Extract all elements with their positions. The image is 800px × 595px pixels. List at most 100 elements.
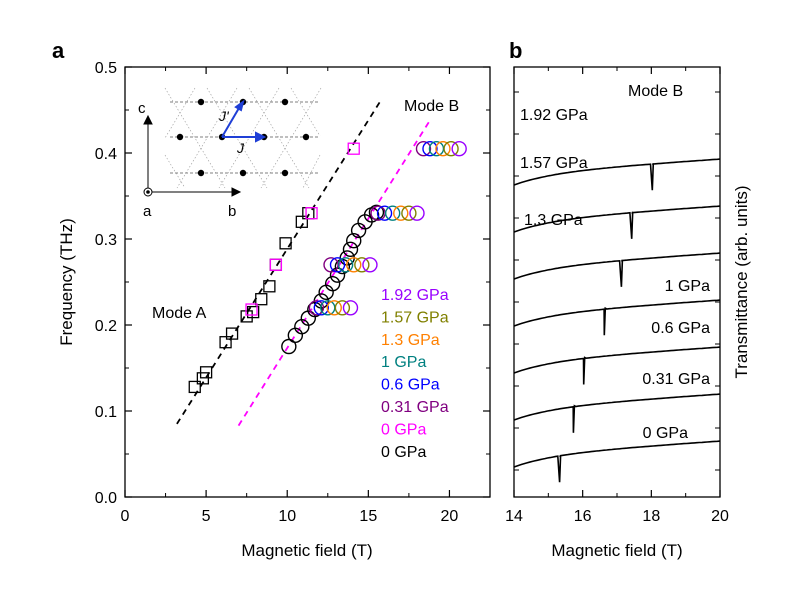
transmittance-curve xyxy=(513,252,721,287)
data-point-circle xyxy=(346,233,362,249)
legend-entry: 1 GPa xyxy=(381,354,426,371)
panel-b-x-axis-label: Magnetic field (T) xyxy=(551,541,682,560)
lattice-site xyxy=(197,98,205,106)
y-tick-label: 0.2 xyxy=(95,318,117,335)
x-tick-label: 15 xyxy=(359,508,377,525)
fit-line xyxy=(237,119,431,427)
panel-label-a: a xyxy=(52,38,65,63)
x-tick-label: 20 xyxy=(711,508,729,525)
lattice-diagonal xyxy=(302,154,321,189)
curve-pressure-label: 1.3 GPa xyxy=(524,212,583,229)
data-point-circle xyxy=(362,257,378,273)
legend: 1.92 GPa 1.57 GPa 1.3 GPa 1 GPa 0.6 GPa 0.31 … xyxy=(381,287,449,461)
y-tick-label: 0.1 xyxy=(95,404,117,421)
mode-a-annotation: Mode A xyxy=(152,305,207,322)
x-tick-label: 0 xyxy=(121,508,130,525)
transmittance-curve xyxy=(513,299,721,336)
j-prime-bond xyxy=(221,107,240,138)
transmittance-curves: 1.92 GPa 1.57 GPa 1.3 GPa 1 GPa 0.6 GPa 0.31 … xyxy=(513,107,721,483)
data-point-square xyxy=(219,336,232,349)
lattice-diagonal xyxy=(164,87,196,139)
panel-a-x-axis-label: Magnetic field (T) xyxy=(241,541,372,560)
data-point-square xyxy=(188,380,201,394)
data-point-square xyxy=(305,207,318,220)
legend-entry: 0 GPa xyxy=(381,421,426,438)
data-point-circle xyxy=(401,205,417,221)
data-point-circle xyxy=(384,205,401,221)
data-point-circle xyxy=(393,205,409,221)
transmittance-curve xyxy=(513,393,721,433)
lattice-diagonal-lines xyxy=(164,87,322,189)
data-point-circle xyxy=(409,205,425,221)
lattice-diagonal xyxy=(290,87,321,137)
data-point-square xyxy=(199,366,213,379)
panel-a: a 0 5 10 15 20 0.0 0.1 0.2 0.3 0.4 0.5 Magnetic f… xyxy=(52,38,491,560)
panel-b-mode-b-annotation: Mode B xyxy=(628,83,683,100)
data-point-circle xyxy=(329,257,346,273)
data-point-square xyxy=(269,258,283,271)
panel-b-y-axis-label: Transmittance (arb. units) xyxy=(732,185,751,378)
panel-a-x-ticks: 0 5 10 15 20 xyxy=(121,67,459,525)
legend-entry: 1.57 GPa xyxy=(381,309,449,326)
curve-pressure-label: 0.6 GPa xyxy=(651,320,710,337)
lattice-site xyxy=(239,169,247,177)
j-prime-label: J' xyxy=(218,108,230,124)
c-axis-arrowhead xyxy=(143,114,153,125)
data-point-circle xyxy=(337,257,354,273)
data-point-square xyxy=(247,305,260,319)
data-point-circle xyxy=(376,205,393,221)
j-arrowhead xyxy=(255,131,267,143)
lattice-site xyxy=(281,98,289,106)
crystal-axes xyxy=(143,114,242,197)
data-point-circle xyxy=(313,300,329,316)
data-point-circle xyxy=(342,300,359,316)
lattice-inset: J' J c a b xyxy=(138,87,322,220)
j-prime-arrowhead xyxy=(234,99,245,112)
data-point-square xyxy=(347,142,360,155)
panel-a-y-axis-label: Frequency (THz) xyxy=(57,218,76,346)
curve-pressure-label: 1.57 GPa xyxy=(520,155,588,172)
panel-a-y-ticks: 0.0 0.1 0.2 0.3 0.4 0.5 xyxy=(95,60,490,507)
data-point-circle xyxy=(326,300,342,316)
data-point-circle xyxy=(342,241,359,258)
curve-pressure-label: 1.92 GPa xyxy=(520,107,588,124)
data-point-circle xyxy=(422,140,438,157)
x-tick-label: 20 xyxy=(441,508,459,525)
y-tick-label: 0.4 xyxy=(95,146,117,163)
x-tick-label: 18 xyxy=(642,508,660,525)
data-point-circle xyxy=(451,140,467,157)
b-axis-label: b xyxy=(228,203,236,220)
c-axis-label: c xyxy=(138,100,146,117)
data-point-circle xyxy=(443,140,459,157)
data-point-square xyxy=(279,237,292,250)
panel-label-b: b xyxy=(509,38,522,63)
lattice-site xyxy=(197,169,205,177)
x-tick-label: 14 xyxy=(505,508,523,525)
legend-entry: 1.92 GPa xyxy=(381,287,449,304)
curve-pressure-label: 0 GPa xyxy=(643,425,688,442)
data-point-circle xyxy=(415,140,432,157)
data-point-circle xyxy=(354,257,370,273)
data-point-square xyxy=(263,280,276,293)
legend-entry: 0.31 GPa xyxy=(381,399,449,416)
a-axis-dot xyxy=(146,190,150,194)
lattice-diagonal xyxy=(164,154,186,189)
data-point-square xyxy=(255,293,268,306)
panel-b-x-ticks: 14 16 18 20 xyxy=(505,67,729,525)
transmittance-curve xyxy=(513,440,721,483)
lattice-site xyxy=(281,169,289,177)
x-tick-label: 5 xyxy=(202,508,211,525)
transmittance-curve xyxy=(513,205,721,239)
y-tick-label: 0.5 xyxy=(95,60,117,77)
legend-entry: 1.3 GPa xyxy=(381,332,440,349)
lattice-site xyxy=(302,133,310,141)
data-point-circle xyxy=(281,338,297,355)
a-axis-label: a xyxy=(143,203,152,220)
transmittance-curve xyxy=(513,346,721,385)
fit-line xyxy=(176,99,383,425)
j-label: J xyxy=(236,140,245,156)
x-tick-label: 10 xyxy=(278,508,296,525)
legend-entry: 0.6 GPa xyxy=(381,377,440,394)
data-point-circle xyxy=(346,257,362,273)
